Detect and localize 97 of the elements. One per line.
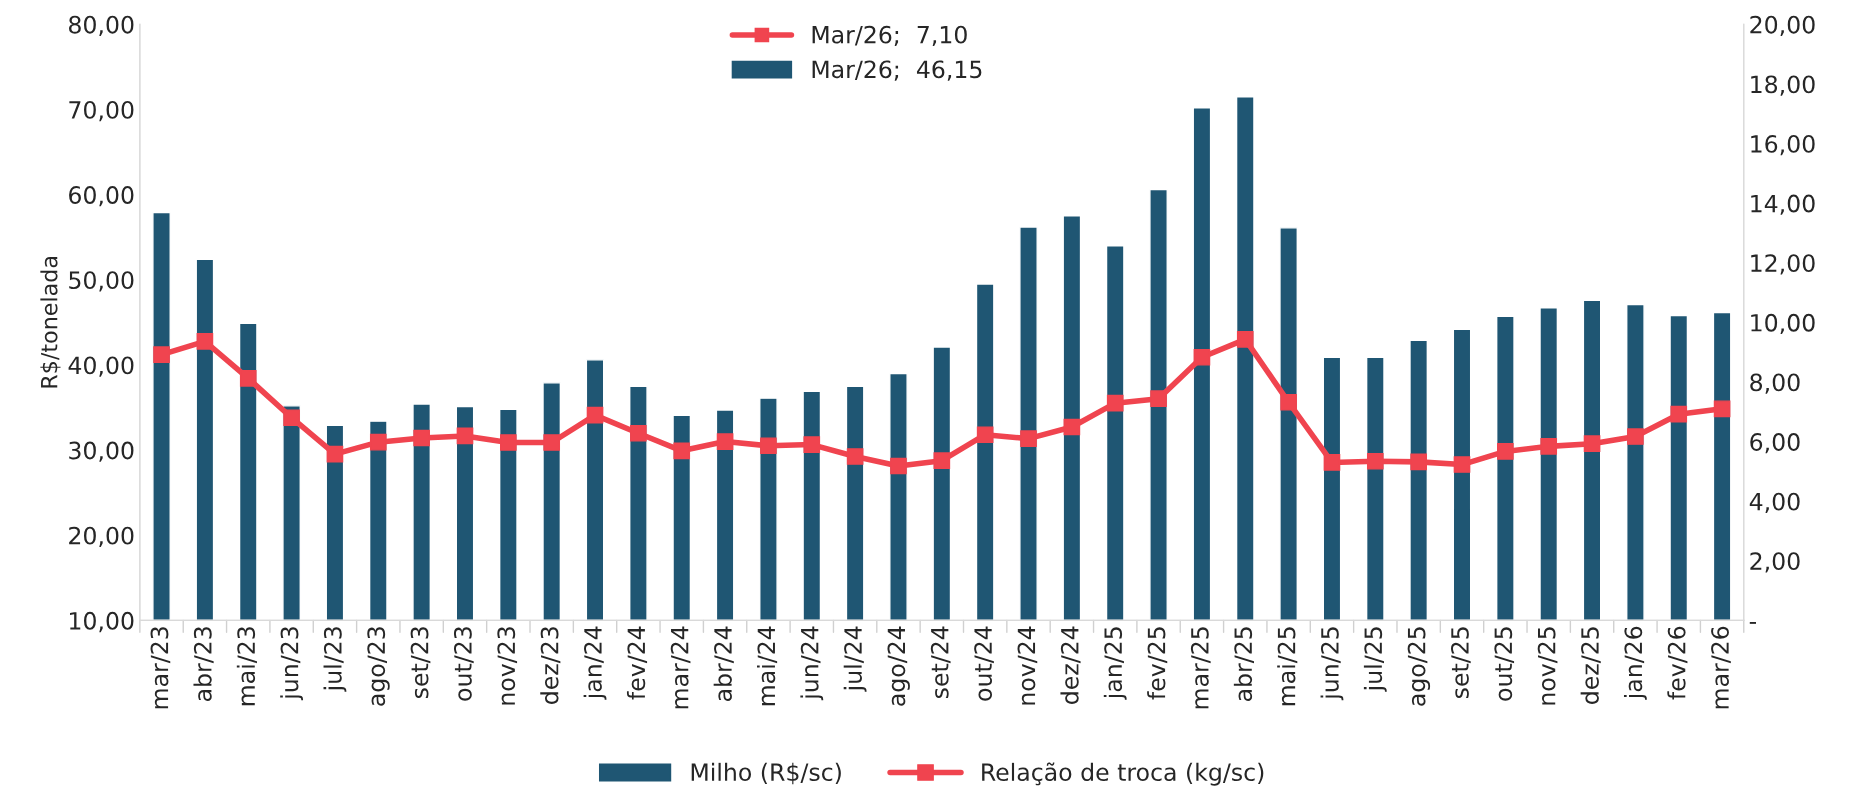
x-tick-label: ago/23 [367, 627, 390, 706]
x-tick-label: mar/24 [670, 626, 691, 709]
y2-tick-label: 4,00 [1749, 492, 1800, 513]
point [283, 409, 300, 427]
y2-tick-label: 10,00 [1751, 313, 1815, 335]
x-tick-label: jan/24 [583, 626, 607, 700]
x-tick-label: jun/25 [1320, 627, 1344, 701]
point [1020, 430, 1037, 447]
x-tick-label: mar/26 [1711, 626, 1731, 709]
x-tick-label: nov/23 [497, 627, 518, 705]
point [1280, 393, 1297, 411]
x-tick-label: fev/26 [1667, 626, 1688, 700]
x-tick-label: abr/24 [713, 626, 734, 702]
point [239, 370, 257, 387]
x-tick-label: jul/23 [323, 627, 347, 692]
y2-tick-label: 14,00 [1751, 194, 1815, 215]
x-tick-label: dez/25 [1580, 627, 1601, 704]
y2-tick-label: 18,00 [1751, 75, 1815, 96]
point [1497, 443, 1514, 460]
x-tick-label: mai/24 [757, 626, 778, 706]
point [413, 429, 430, 447]
x-tick-label: jul/25 [1363, 627, 1387, 692]
point [196, 333, 214, 350]
point [760, 437, 777, 455]
point [1540, 438, 1558, 455]
point [500, 434, 517, 451]
point [1106, 394, 1124, 412]
x-tick-label: jun/23 [280, 627, 304, 701]
point [586, 406, 604, 424]
y2-tick-label: 16,00 [1751, 134, 1815, 156]
x-tick-label: ago/24 [887, 626, 910, 706]
y-tick-label: 80,00 [69, 15, 134, 37]
legend-label: Relação de troca (kg/sc) [982, 762, 1264, 786]
x-tick-label: mai/23 [236, 627, 257, 706]
x-tick-label: set/23 [410, 627, 431, 699]
y2-tick-label: 20,00 [1750, 15, 1815, 37]
x-tick-label: jan/25 [1103, 627, 1127, 700]
x-tick-label: nov/24 [1017, 626, 1038, 705]
x-tick-label: set/25 [1451, 627, 1471, 699]
x-tick-label: abr/25 [1233, 627, 1254, 702]
point [1236, 331, 1254, 348]
point [1583, 435, 1601, 453]
y-axis-title: R$/tonelada [40, 257, 61, 388]
x-tick-label: out/25 [1494, 627, 1515, 701]
x-tick-label: out/24 [974, 626, 994, 701]
point [1410, 453, 1428, 471]
point [1193, 348, 1211, 366]
point [630, 424, 647, 442]
point [369, 433, 387, 451]
x-tick-label: jun/24 [800, 626, 824, 701]
x-tick-label: fev/25 [1147, 627, 1168, 700]
y2-tick-label: - [1749, 621, 1756, 624]
y2-tick-label: 2,00 [1750, 552, 1800, 573]
point [1670, 405, 1688, 423]
y2-tick-label: 6,00 [1750, 433, 1800, 454]
point [1713, 400, 1731, 418]
point [933, 452, 951, 469]
x-tick-label: abr/23 [193, 627, 214, 702]
x-tick-label: jan/26 [1623, 626, 1647, 700]
point [890, 457, 907, 475]
y2-tick-label: 12,00 [1751, 254, 1815, 275]
annotation: Mar/26; 46,15 [812, 60, 982, 81]
point [1063, 418, 1081, 436]
point [543, 434, 561, 451]
y-tick-label: 70,00 [69, 100, 134, 122]
y-tick-label: 20,00 [69, 526, 134, 547]
y2-tick-label: 8,00 [1750, 373, 1800, 394]
point [456, 427, 474, 445]
x-tick-label: ago/25 [1407, 627, 1431, 706]
point [1366, 452, 1384, 470]
x-tick-label: mar/23 [150, 627, 171, 709]
legend-label: Milho (R$/sc) [691, 762, 841, 785]
point [803, 436, 821, 453]
x-tick-label: set/24 [930, 626, 951, 699]
point [153, 346, 170, 363]
x-tick-label: nov/25 [1537, 627, 1558, 705]
y-tick-label: 30,00 [69, 441, 134, 462]
x-tick-label: dez/23 [540, 627, 561, 704]
x-tick-label: mai/25 [1277, 627, 1298, 706]
x-tick-label: dez/24 [1060, 626, 1081, 704]
y-tick-label: 50,00 [69, 271, 134, 292]
annotation: Mar/26; 7,10 [812, 25, 967, 46]
point [1323, 454, 1341, 471]
point [1627, 428, 1644, 445]
point [1150, 390, 1167, 408]
x-tick-label: jul/24 [843, 626, 867, 692]
x-tick-label: mar/25 [1190, 627, 1211, 709]
point [1453, 456, 1471, 473]
y-tick-label: 10,00 [70, 611, 134, 633]
y-tick-label: 60,00 [69, 186, 134, 207]
y-tick-label: 40,00 [68, 356, 134, 377]
point [716, 433, 734, 450]
x-tick-label: out/23 [453, 627, 474, 701]
point [326, 445, 344, 463]
x-tick-label: fev/24 [626, 626, 648, 700]
point [976, 426, 994, 444]
point [846, 448, 864, 465]
